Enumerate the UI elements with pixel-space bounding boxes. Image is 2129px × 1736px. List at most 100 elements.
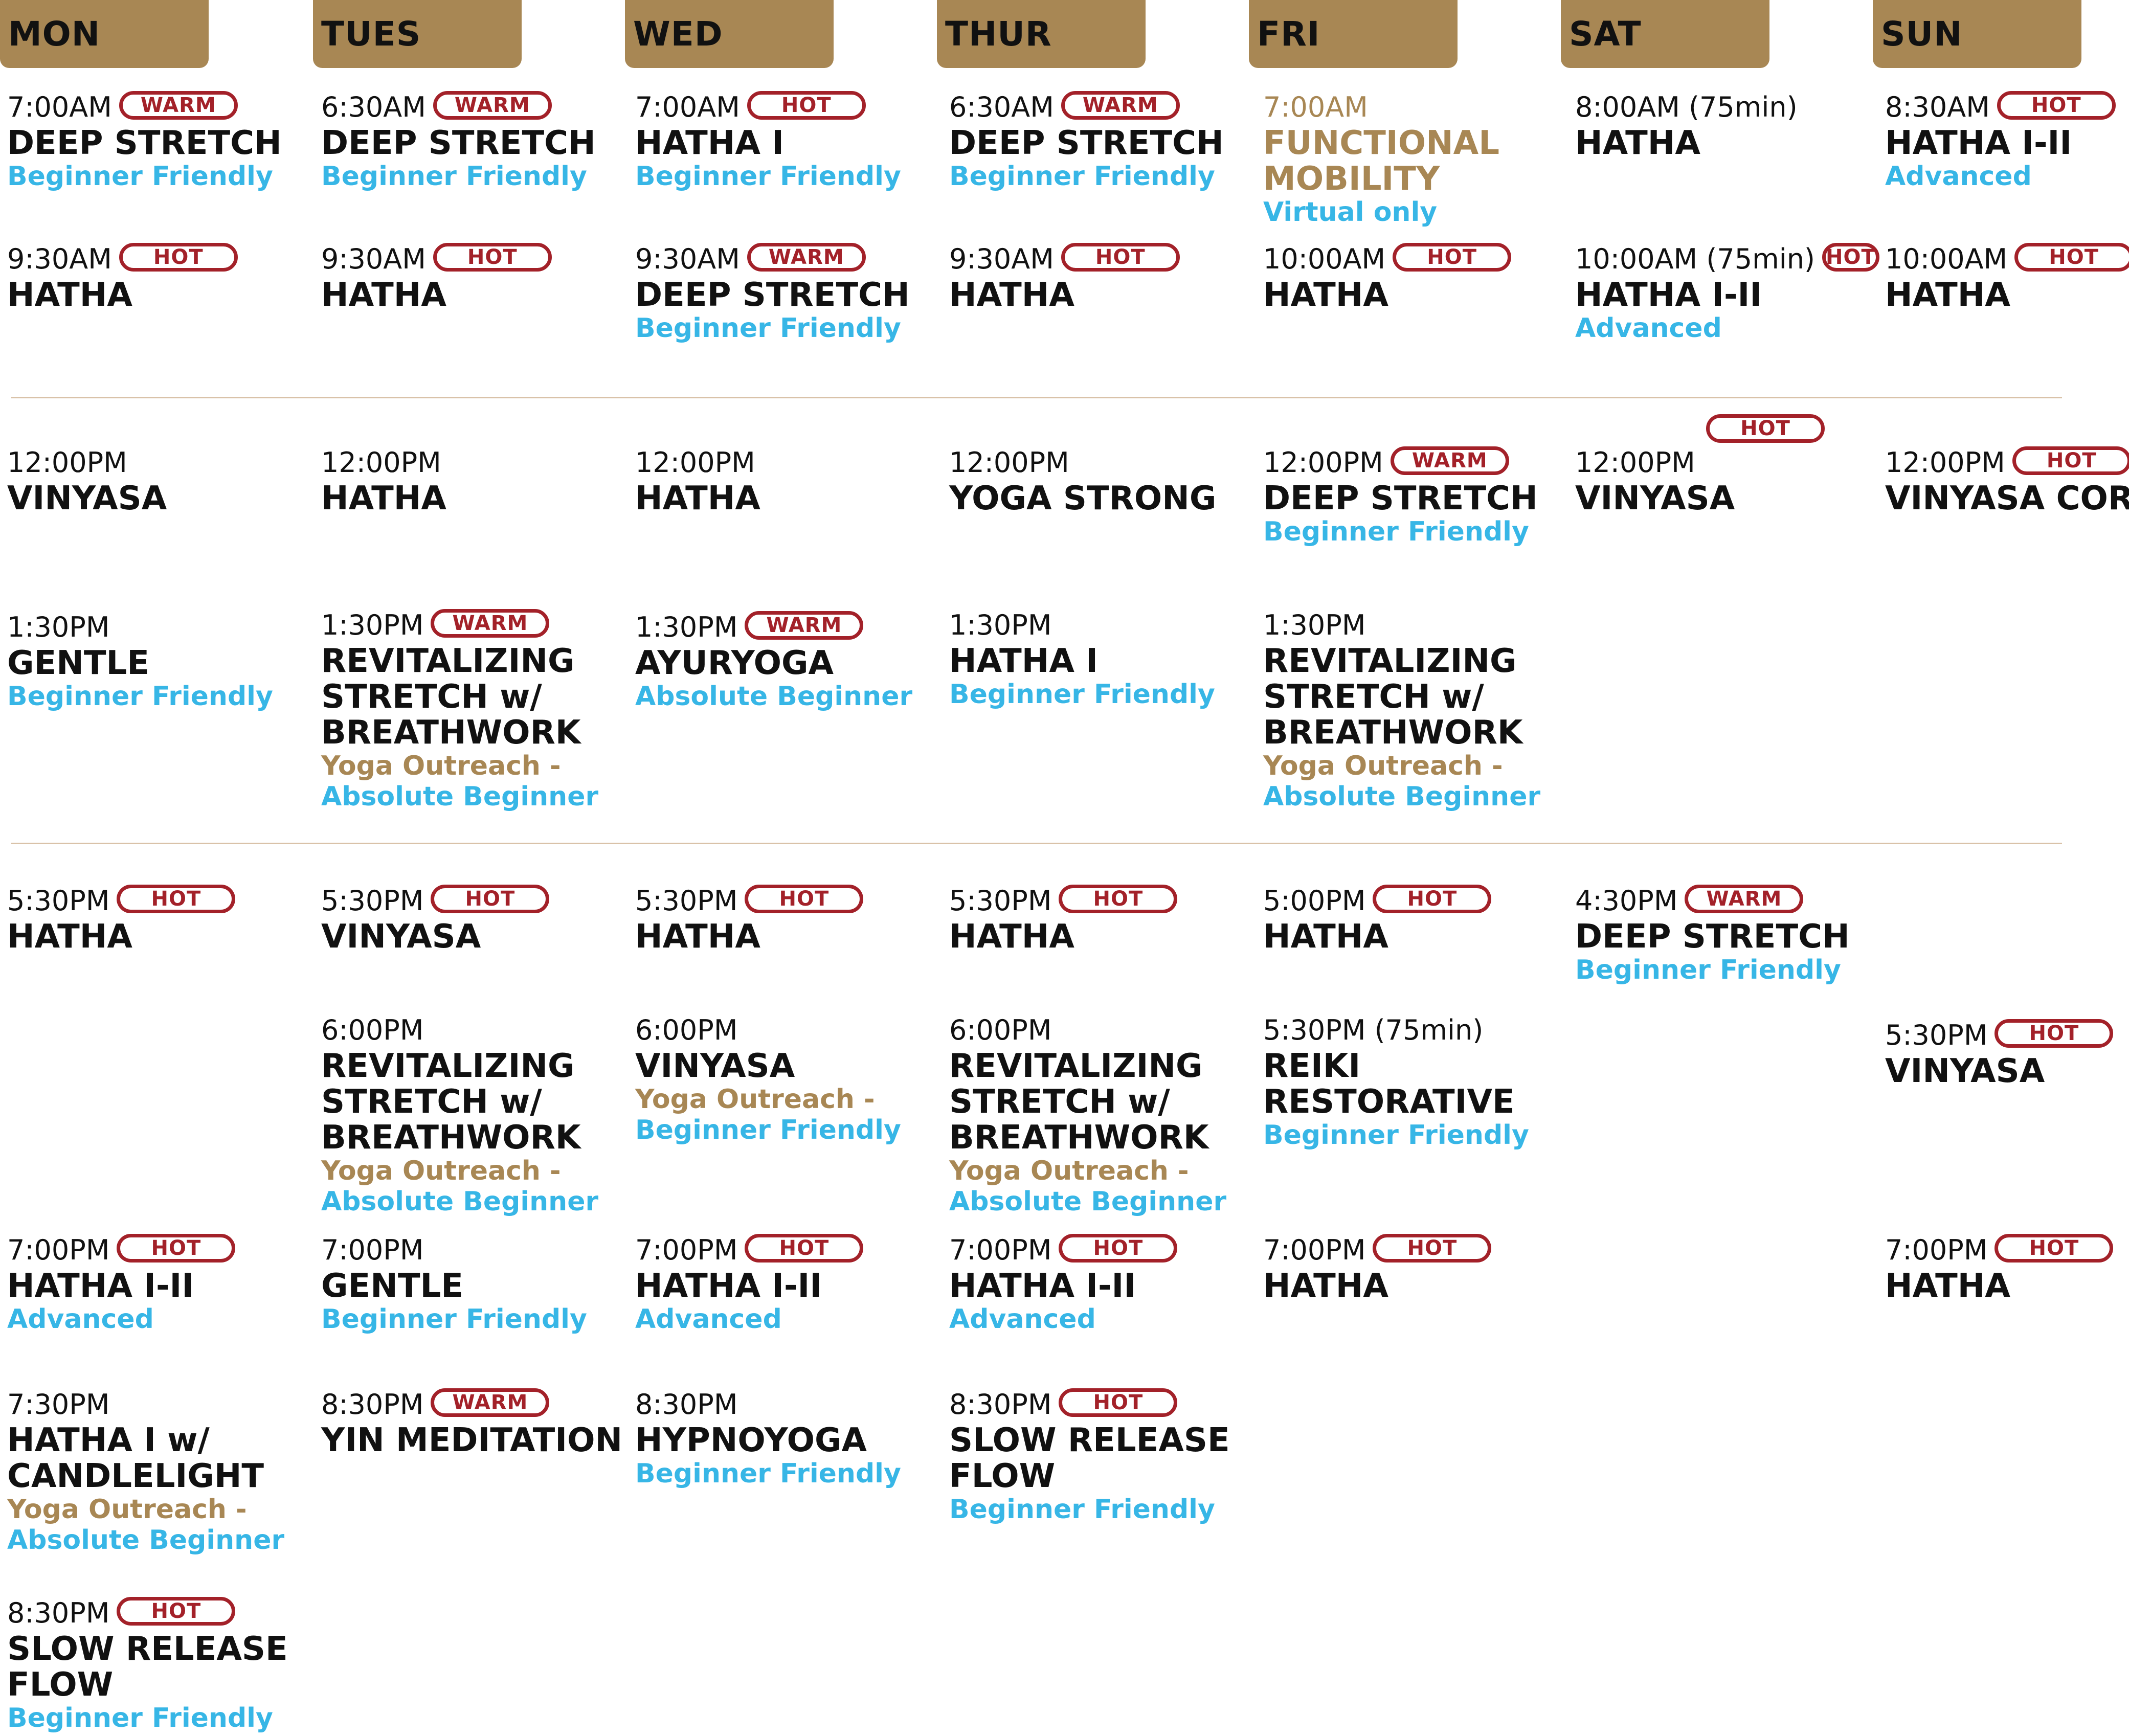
class-name: VINYASA <box>1575 480 1735 517</box>
class-entry: 6:00PM REVITALIZING STRETCH w/BREATHWORK Yo… <box>949 1012 1227 1218</box>
class-name: FLOW <box>7 1666 114 1704</box>
class-name: VINYASA <box>1885 1052 2045 1090</box>
class-time: 5:30PM <box>321 885 424 917</box>
class-name: FUNCTIONAL <box>1263 124 1499 162</box>
class-name: VINYASA <box>635 1047 795 1085</box>
class-entry: 7:00PM HOT HATHA I-II Advanced <box>949 1232 1215 1335</box>
class-time: 7:00PM <box>7 1234 110 1266</box>
level-label: Absolute Beginner <box>1263 781 1541 812</box>
class-entry: 12:00PM HATHA <box>635 445 901 517</box>
class-entry: 8:30PM HOT SLOW RELEASE FLOW Beginner Friend… <box>949 1387 1230 1525</box>
class-time-row: 4:30PM WARM <box>1575 883 1841 919</box>
class-time-row: 7:30PM <box>7 1387 273 1423</box>
class-entry: 1:30PM WARM AYURYOGA Absolute Beginner <box>635 610 913 712</box>
level-label: Absolute Beginner <box>949 1186 1227 1217</box>
hot-badge: HOT <box>1059 885 1178 913</box>
class-time: 7:30PM <box>7 1388 110 1421</box>
class-time-row: 8:30PM <box>635 1387 901 1423</box>
hot-badge: HOT <box>2012 446 2129 475</box>
class-time-row: 6:30AM WARM <box>949 89 1215 125</box>
class-entry: HOT 12:00PM VINYASA <box>1575 414 1841 517</box>
class-name: SLOW RELEASE <box>7 1630 288 1668</box>
level-label: Beginner Friendly <box>635 313 901 344</box>
class-time-row: 7:00PM HOT <box>7 1232 273 1268</box>
class-entry: 7:30PM HATHA I w/CANDLELIGHT Yoga Outreach… <box>7 1387 284 1556</box>
class-time-row: 7:00AM HOT <box>635 89 901 125</box>
class-time: 6:30AM <box>321 91 426 123</box>
level-label: Absolute Beginner <box>635 681 913 712</box>
class-entry: 5:30PM HOT HATHA <box>949 883 1215 955</box>
class-name: HATHA I <box>635 124 784 162</box>
class-time: 1:30PM <box>7 611 110 643</box>
class-time-row: 9:30AM HOT <box>321 241 587 277</box>
class-name: VINYASA CORE <box>1885 480 2129 517</box>
class-time-row: 8:30AM HOT <box>1885 89 2129 125</box>
class-entry: 1:30PM HATHA I Beginner Friendly <box>949 607 1215 710</box>
class-time: 9:30AM <box>7 243 112 275</box>
class-time: 8:30PM <box>321 1388 424 1421</box>
class-time: 7:00AM <box>1263 91 1368 123</box>
hot-badge: HOT <box>2014 243 2129 272</box>
class-entry: 5:30PM HOT HATHA <box>7 883 273 955</box>
class-time: 9:30AM <box>635 243 740 275</box>
class-time-row: 6:30AM WARM <box>321 89 587 125</box>
class-entry: 8:00AM (75min) HATHA <box>1575 89 1841 162</box>
class-time-row: 5:30PM (75min) <box>1263 1012 1529 1048</box>
class-name: YIN MEDITATION <box>321 1422 623 1459</box>
day-header-thur: THUR <box>937 0 1146 68</box>
class-name: STRETCH w/ <box>321 1083 542 1121</box>
class-time-row: 12:00PM <box>949 445 1215 481</box>
class-entry: 8:30AM HOT HATHA I-II Advanced <box>1885 89 2129 192</box>
class-time-row: 10:00AM HOT <box>1263 241 1529 277</box>
outreach-label: Yoga Outreach - <box>949 1156 1189 1186</box>
level-label: Beginner Friendly <box>949 161 1215 192</box>
class-entry: 7:00PM HOT HATHA <box>1885 1232 2129 1304</box>
level-label: Advanced <box>635 1304 782 1335</box>
level-label: Beginner Friendly <box>635 161 901 192</box>
class-time: 7:00PM <box>1263 1234 1366 1266</box>
hot-badge: HOT <box>1994 1019 2114 1048</box>
level-label: Advanced <box>949 1304 1096 1335</box>
class-name: STRETCH w/ <box>1263 678 1484 716</box>
level-label: Beginner Friendly <box>949 1494 1215 1525</box>
warm-badge: WARM <box>745 611 864 640</box>
class-name: VINYASA <box>321 918 481 956</box>
class-time: 6:30AM <box>949 91 1054 123</box>
level-label: Beginner Friendly <box>949 679 1215 710</box>
warm-badge: WARM <box>1685 885 1804 913</box>
class-time: 8:30AM <box>1885 91 1990 123</box>
class-name: HATHA <box>635 918 760 956</box>
class-time: 12:00PM <box>321 446 441 479</box>
hot-badge: HOT <box>117 885 236 913</box>
class-time: 7:00PM <box>635 1234 738 1266</box>
class-name: HATHA I-II <box>635 1267 822 1305</box>
class-time-row: 6:00PM <box>949 1012 1215 1048</box>
class-name: BREATHWORK <box>949 1119 1209 1157</box>
level-label: Virtual only <box>1263 197 1438 228</box>
class-time-row: 8:00AM (75min) <box>1575 89 1841 125</box>
class-time: 7:00AM <box>7 91 112 123</box>
class-time-row: 5:00PM HOT <box>1263 883 1529 919</box>
class-entry: 1:30PM WARM REVITALIZING STRETCH w/BREATHWO… <box>321 607 598 812</box>
class-entry: 8:30PM HYPNOYOGA Beginner Friendly <box>635 1387 901 1490</box>
warm-badge: WARM <box>433 91 552 120</box>
class-name: HATHA <box>7 918 132 956</box>
day-label: FRI <box>1257 14 1320 54</box>
hot-badge: HOT <box>431 885 550 913</box>
class-time: 5:30PM <box>7 885 110 917</box>
class-name: BREATHWORK <box>321 714 581 752</box>
class-time: 8:30PM <box>635 1388 738 1421</box>
class-time-row: 12:00PM <box>635 445 901 481</box>
class-time-row: 12:00PM WARM <box>1263 445 1529 481</box>
class-time-row: 8:30PM HOT <box>949 1387 1215 1423</box>
class-name: HATHA <box>949 918 1074 956</box>
level-label: Beginner Friendly <box>1575 955 1841 985</box>
outreach-label: Yoga Outreach - <box>7 1494 247 1525</box>
class-name: SLOW RELEASE <box>949 1422 1230 1459</box>
class-name: VINYASA <box>7 480 167 517</box>
class-name: HYPNOYOGA <box>635 1422 867 1459</box>
class-time-row: 5:30PM HOT <box>635 883 901 919</box>
hot-badge: HOT <box>1994 1234 2114 1262</box>
class-time-row: 1:30PM <box>1263 607 1529 643</box>
hot-badge: HOT <box>1059 1234 1178 1262</box>
